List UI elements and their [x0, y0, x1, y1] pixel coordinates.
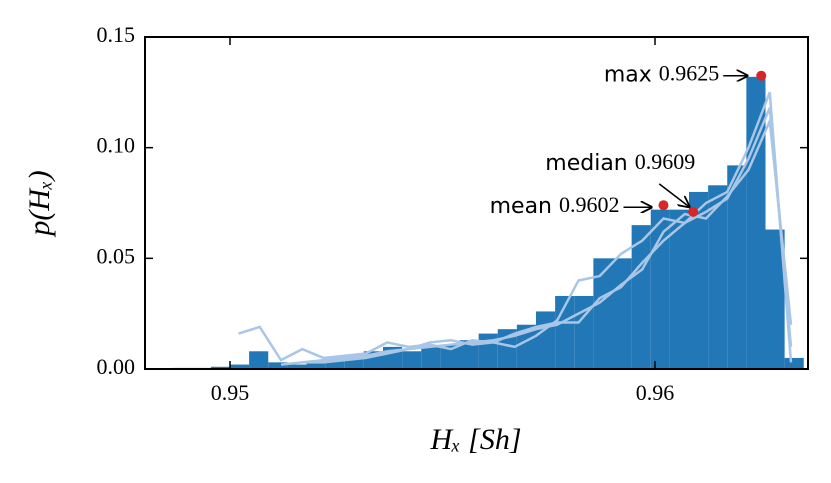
y-tick-label: 0.10: [97, 133, 136, 158]
annotation-value: 0.9625: [659, 61, 720, 86]
y-tick-label: 0.05: [97, 243, 136, 268]
bar: [268, 362, 288, 369]
bar: [440, 344, 460, 369]
point: [658, 200, 669, 211]
annotation-text: mean: [490, 194, 552, 219]
x-tick-label: 0.95: [211, 380, 250, 405]
bar: [249, 351, 269, 369]
annotation-value: 0.9602: [559, 192, 620, 217]
bar: [210, 366, 230, 369]
y-tick-label: 0.00: [97, 354, 136, 379]
annotation-value: 0.9609: [635, 149, 696, 174]
bar: [230, 364, 250, 369]
annotation: mean 0.9602: [490, 192, 620, 219]
plot-frame: [144, 36, 809, 370]
annotation-arrow: [658, 183, 689, 207]
y-tick-label: 0.15: [97, 22, 136, 47]
point: [688, 206, 699, 217]
annotation-text: median: [545, 151, 627, 176]
annotation: max 0.9625: [604, 61, 719, 88]
bar: [593, 258, 613, 369]
bar: [344, 357, 364, 369]
bar: [459, 340, 479, 369]
bar: [516, 324, 536, 369]
bar: [708, 185, 728, 369]
x-tick-label: 0.96: [636, 380, 675, 405]
bar: [784, 357, 804, 369]
bar: [287, 364, 307, 369]
point: [756, 70, 767, 81]
line: [280, 116, 793, 366]
bar: [669, 209, 689, 369]
annotation-text: max: [604, 63, 652, 88]
bar: [306, 362, 326, 369]
bar: [325, 360, 345, 369]
x-axis-label: Hₓ [Sh]: [429, 423, 521, 456]
bar: [421, 346, 441, 369]
y-axis-label: p(Hₓ): [23, 170, 56, 237]
bar: [689, 191, 709, 369]
bar: [765, 229, 785, 369]
bar: [727, 165, 747, 369]
bar: [612, 258, 632, 369]
line: [302, 107, 793, 364]
bar: [746, 76, 766, 369]
annotation: median 0.9609: [545, 149, 695, 176]
line: [238, 91, 793, 363]
bar: [536, 311, 556, 369]
bar: [402, 351, 422, 369]
bar: [650, 209, 670, 369]
